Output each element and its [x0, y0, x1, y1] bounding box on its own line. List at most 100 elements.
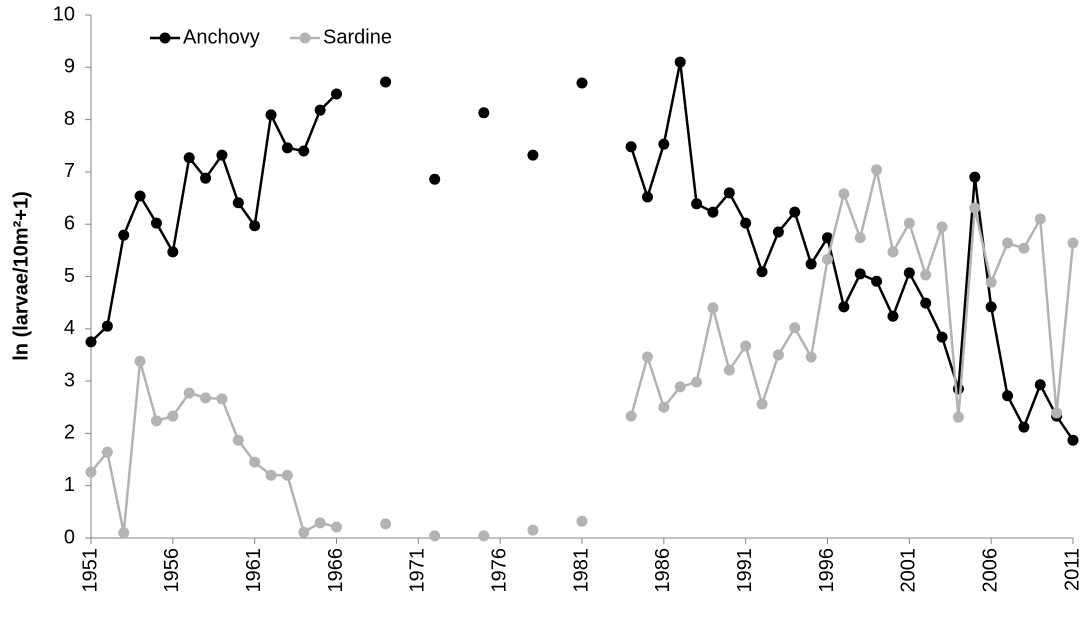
- data-point: [887, 310, 899, 322]
- data-point: [478, 107, 490, 119]
- data-point: [265, 109, 277, 121]
- data-point: [249, 456, 261, 468]
- data-point: [740, 217, 752, 229]
- data-point: [331, 521, 342, 533]
- data-point: [429, 173, 441, 185]
- series-line: [90, 360, 337, 535]
- data-point: [232, 434, 244, 446]
- data-point: [265, 469, 277, 481]
- data-point: [150, 415, 162, 427]
- x-tick-label: 1996: [816, 548, 838, 593]
- data-point: [576, 77, 588, 89]
- data-point: [101, 320, 113, 332]
- data-point: [822, 232, 833, 244]
- data-point: [150, 217, 162, 229]
- data-point: [903, 217, 915, 229]
- data-point: [920, 297, 932, 309]
- data-point: [85, 336, 97, 348]
- data-point: [936, 221, 948, 233]
- x-tick-label: 1991: [734, 548, 756, 593]
- data-point: [658, 138, 670, 150]
- data-point: [854, 232, 866, 244]
- x-tick-label: 2001: [898, 548, 920, 593]
- data-point: [183, 152, 195, 164]
- x-tick-label: 1971: [407, 548, 429, 593]
- x-tick-label: 1976: [488, 548, 510, 593]
- data-point: [936, 331, 948, 343]
- data-point: [871, 275, 883, 287]
- data-point: [674, 56, 686, 68]
- data-point: [478, 530, 490, 542]
- y-tick-label: 5: [64, 265, 75, 287]
- data-point: [838, 301, 850, 313]
- data-point: [985, 276, 997, 288]
- x-tick-label: 1951: [79, 548, 101, 593]
- data-point: [101, 446, 113, 458]
- data-point: [134, 355, 146, 367]
- data-point: [641, 191, 653, 203]
- data-point: [249, 220, 261, 232]
- x-tick-label: 1981: [570, 548, 592, 593]
- legend-marker: [299, 32, 311, 44]
- data-point: [822, 253, 833, 265]
- data-point: [380, 76, 392, 88]
- x-tick-label: 2006: [979, 548, 1001, 593]
- x-tick-label: 1961: [243, 548, 265, 593]
- legend-label: Sardine: [323, 26, 392, 48]
- data-point: [216, 393, 228, 405]
- data-point: [854, 268, 866, 280]
- data-point: [691, 198, 703, 210]
- data-point: [314, 104, 326, 116]
- data-point: [85, 466, 97, 478]
- data-point: [969, 202, 981, 214]
- data-point: [772, 349, 784, 361]
- data-point: [625, 410, 637, 422]
- data-point: [789, 322, 801, 334]
- data-point: [380, 518, 392, 530]
- x-tick-label: 1956: [161, 548, 183, 593]
- data-point: [707, 206, 719, 218]
- data-point: [1067, 434, 1079, 446]
- data-point: [805, 258, 817, 270]
- data-point: [331, 88, 342, 100]
- series-line: [629, 169, 1075, 418]
- data-point: [118, 527, 130, 539]
- data-point: [527, 524, 539, 536]
- legend-label: Anchovy: [183, 26, 260, 48]
- series-line: [90, 93, 338, 343]
- data-point: [281, 142, 293, 154]
- data-point: [429, 530, 441, 542]
- data-point: [674, 381, 686, 393]
- data-point: [658, 401, 670, 413]
- data-point: [298, 526, 310, 538]
- data-point: [281, 469, 293, 481]
- data-point: [167, 246, 179, 258]
- data-point: [691, 376, 703, 388]
- data-point: [1034, 213, 1046, 225]
- data-point: [1002, 237, 1014, 249]
- data-point: [167, 410, 179, 422]
- y-tick-label: 0: [64, 526, 75, 548]
- data-point: [903, 267, 915, 279]
- y-tick-label: 7: [64, 160, 75, 182]
- data-point: [200, 392, 212, 404]
- data-point: [314, 517, 326, 529]
- data-point: [887, 246, 899, 258]
- data-point: [969, 171, 981, 183]
- data-point: [576, 515, 588, 527]
- x-tick-label: 1986: [652, 548, 674, 593]
- data-point: [134, 190, 146, 202]
- data-point: [871, 164, 883, 176]
- data-point: [232, 197, 244, 209]
- data-point: [920, 269, 932, 281]
- y-axis-label: ln (larvae/10m²+1): [10, 191, 32, 361]
- data-point: [707, 302, 719, 314]
- y-tick-label: 9: [64, 56, 75, 78]
- data-point: [1067, 237, 1079, 249]
- y-tick-label: 2: [64, 422, 75, 444]
- legend-marker: [159, 32, 171, 44]
- data-point: [1034, 379, 1046, 391]
- data-point: [183, 387, 195, 399]
- series-line: [629, 61, 1075, 441]
